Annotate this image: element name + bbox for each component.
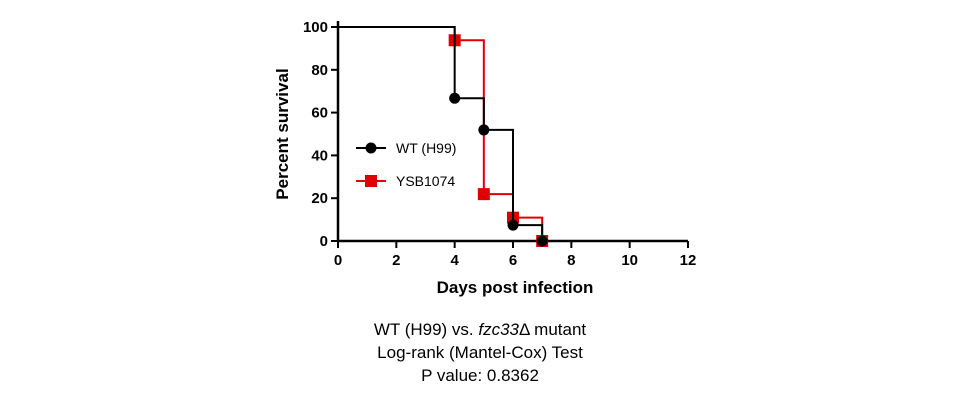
legend-item: WT (H99) <box>356 140 456 156</box>
legend-item: YSB1074 <box>356 173 455 189</box>
legend-label: WT (H99) <box>396 140 456 156</box>
series-wt-h99 <box>338 26 548 247</box>
legend-marker-square <box>365 175 377 187</box>
chart-legend: WT (H99) YSB1074 <box>356 140 456 189</box>
x-tick-label: 8 <box>567 252 575 269</box>
x-tick-label: 4 <box>450 252 459 269</box>
legend-label: YSB1074 <box>396 173 455 189</box>
series-ysb1074 <box>338 26 549 247</box>
y-tick-label: 40 <box>311 147 328 164</box>
caption-gene-name: fzc33 <box>478 320 520 339</box>
data-point-square <box>477 188 490 201</box>
x-tick-label: 2 <box>392 252 400 269</box>
caption-comparison: WT (H99) vs. fzc33Δ mutant <box>0 318 960 341</box>
data-point-circle <box>507 219 519 231</box>
x-tick-label: 6 <box>509 252 517 269</box>
data-point-circle <box>449 92 461 104</box>
data-point-circle <box>478 124 490 136</box>
caption-p-value: P value: 0.8362 <box>421 366 539 385</box>
legend-marker-circle <box>365 142 377 154</box>
series-layer <box>338 26 549 247</box>
chart-axes: 0 2 4 6 8 10 12 0 20 40 60 80 100 <box>303 19 696 269</box>
caption-comparison-prefix: WT (H99) vs. <box>373 320 479 339</box>
survival-step-line <box>338 26 544 241</box>
chart-caption: WT (H99) vs. fzc33Δ mutant Log-rank (Man… <box>0 318 960 387</box>
x-tick-label: 10 <box>621 252 638 269</box>
x-axis-title: Days post infection <box>437 278 594 297</box>
y-tick-label: 80 <box>311 62 328 79</box>
y-axis-title: Percent survival <box>273 68 292 199</box>
y-tick-label: 20 <box>311 190 328 207</box>
x-tick-label: 12 <box>680 252 697 269</box>
y-tick-label: 60 <box>311 105 328 122</box>
survival-step-line <box>338 26 544 241</box>
data-point-circle <box>536 235 548 247</box>
survival-chart: 0 2 4 6 8 10 12 0 20 40 60 80 100 WT (H99) YSB1074 Da… <box>273 19 696 297</box>
caption-comparison-suffix: Δ mutant <box>519 320 587 339</box>
caption-test-name: Log-rank (Mantel-Cox) Test <box>377 343 583 362</box>
y-tick-label: 0 <box>320 233 328 250</box>
y-tick-label: 100 <box>303 19 328 36</box>
x-tick-label: 0 <box>334 252 342 269</box>
